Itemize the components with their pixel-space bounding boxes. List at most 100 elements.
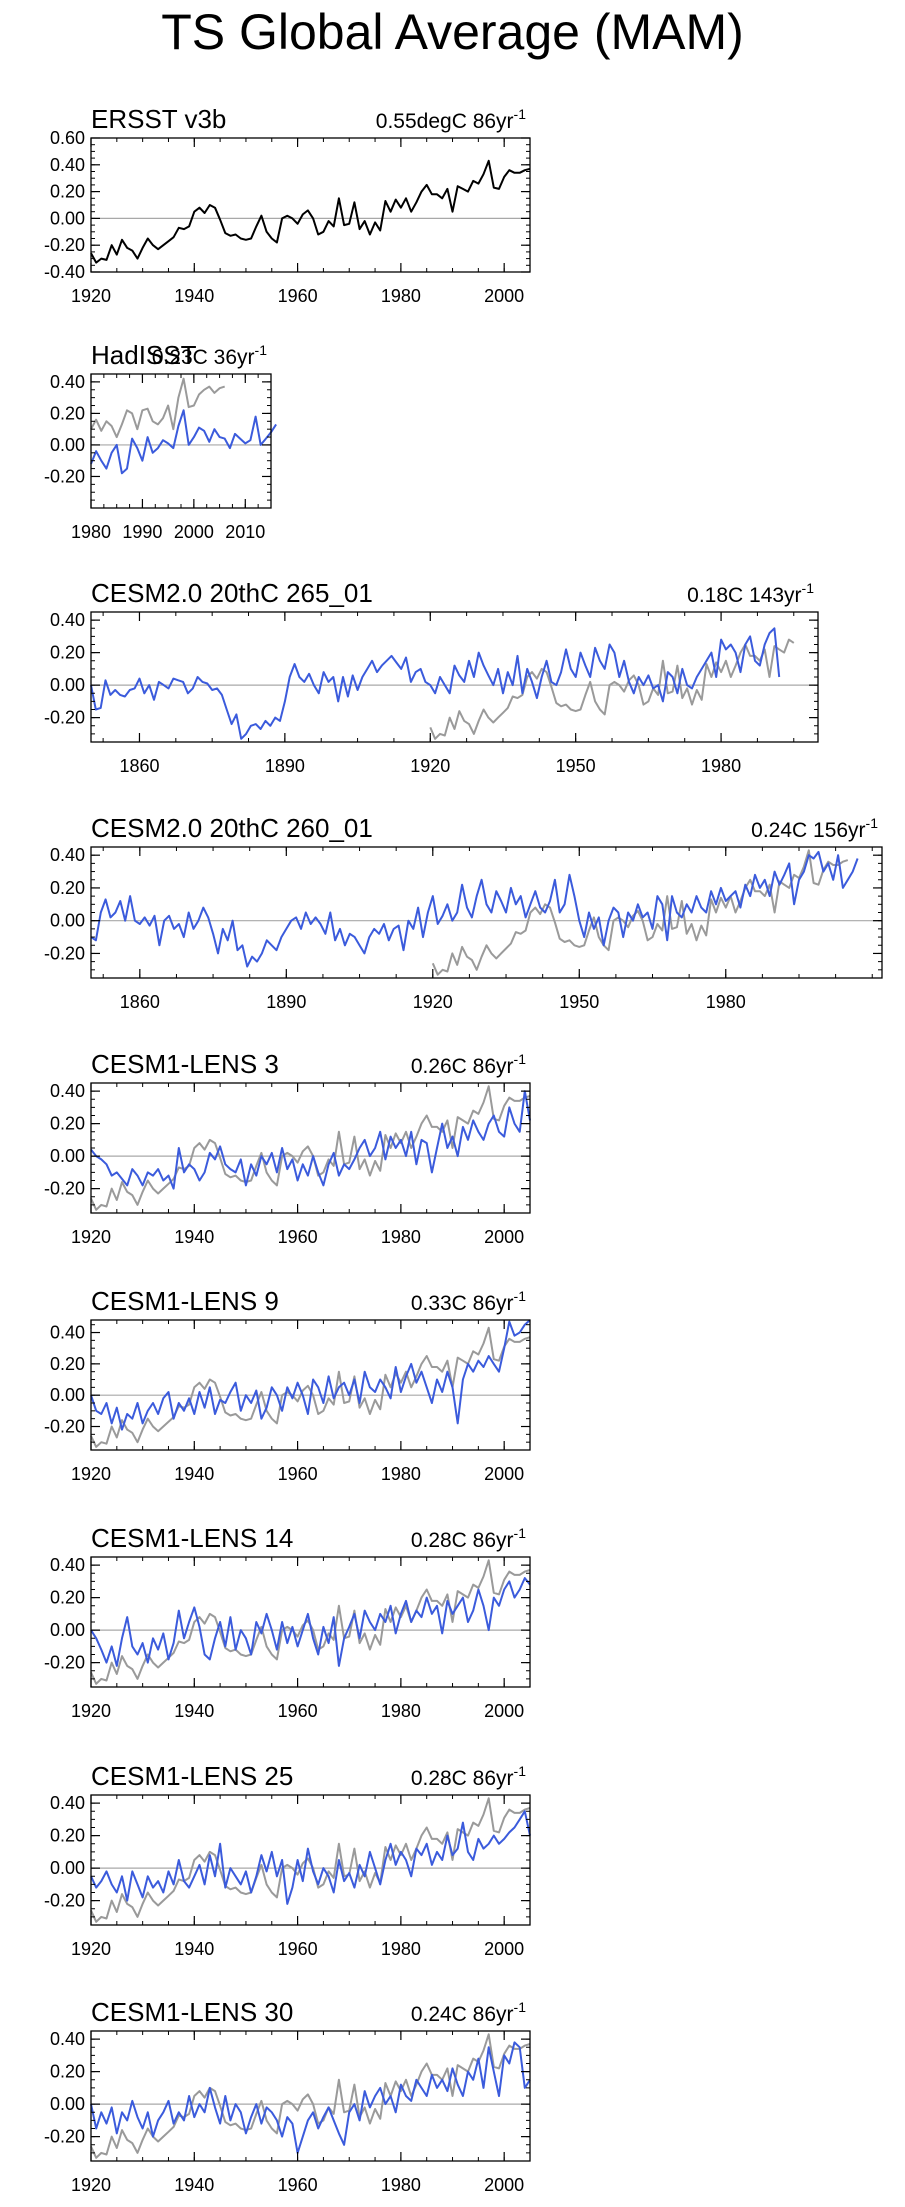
chart-panel-1: ERSST v3b 0.55degC 86yr-1 -0.40 -0.20 0.00 0.… (44, 104, 531, 306)
y-tick-label: -0.20 (44, 1891, 85, 1911)
page-title: TS Global Average (MAM) (161, 4, 744, 60)
x-tick-label: 1920 (71, 1701, 111, 1721)
series-line-model (90, 409, 277, 475)
x-tick-label: 2000 (484, 1227, 524, 1247)
y-tick-label: 0.20 (50, 1354, 85, 1374)
x-tick-label: 1940 (174, 286, 214, 306)
x-tick-label: 1980 (381, 1227, 421, 1247)
x-tick-label: 1890 (265, 756, 305, 776)
y-tick-label: 0.20 (50, 643, 85, 663)
series-line-observed (431, 849, 849, 976)
series-line-single (90, 159, 531, 264)
y-tick-label: 0.20 (50, 878, 85, 898)
x-tick-label: 2010 (225, 522, 265, 542)
y-tick-label: 0.00 (50, 911, 85, 931)
y-tick-label: -0.20 (44, 235, 85, 255)
y-tick-label: -0.20 (44, 1179, 85, 1199)
y-tick-label: 0.40 (50, 1323, 85, 1343)
x-tick-label: 1960 (278, 1701, 318, 1721)
x-tick-label: 1980 (381, 1464, 421, 1484)
y-tick-label: -0.20 (44, 1653, 85, 1673)
x-tick-label: 1980 (381, 1939, 421, 1959)
y-tick-label: -0.20 (44, 708, 85, 728)
y-tick-label: -0.20 (44, 1417, 85, 1437)
series-line-observed (429, 638, 795, 740)
x-tick-label: 1980 (381, 286, 421, 306)
y-tick-label: 0.20 (50, 1114, 85, 1134)
y-tick-label: 0.20 (50, 1826, 85, 1846)
y-tick-label: 0.20 (50, 1588, 85, 1608)
x-tick-label: 2000 (484, 1464, 524, 1484)
x-tick-label: 1940 (174, 1939, 214, 1959)
y-tick-label: 0.20 (50, 182, 85, 202)
y-tick-label: 0.20 (50, 2062, 85, 2082)
y-tick-label: 0.40 (50, 155, 85, 175)
y-tick-label: 0.00 (50, 2094, 85, 2114)
trend-label: 0.23C 36yr-1 (152, 342, 267, 369)
trend-label: 0.28C 86yr-1 (411, 1525, 526, 1552)
chart-panel-8: CESM1-LENS 25 0.28C 86yr-1 -0.20 0.00 0.20 0.… (44, 1761, 531, 1959)
panel-title: ERSST v3b (91, 104, 226, 134)
y-tick-label: 0.00 (50, 1858, 85, 1878)
x-tick-label: 1980 (381, 1701, 421, 1721)
y-tick-label: 0.40 (50, 1793, 85, 1813)
chart-panel-7: CESM1-LENS 14 0.28C 86yr-1 -0.20 0.00 0.20 0.… (44, 1523, 531, 1721)
chart-panel-5: CESM1-LENS 3 0.26C 86yr-1 -0.20 0.00 0.20 0.4… (44, 1049, 531, 1247)
y-tick-label: 0.20 (50, 403, 85, 423)
x-tick-label: 1980 (701, 756, 741, 776)
series-line-observed (90, 377, 225, 439)
x-tick-label: 1980 (71, 522, 111, 542)
chart-panel-9: CESM1-LENS 30 0.24C 86yr-1 -0.20 0.00 0.20 0.… (44, 1997, 531, 2195)
panel-title: CESM1-LENS 3 (91, 1049, 279, 1079)
y-tick-label: 0.00 (50, 1620, 85, 1640)
y-tick-label: 0.40 (50, 1081, 85, 1101)
trend-label: 0.28C 86yr-1 (411, 1763, 526, 1790)
x-tick-label: 1920 (413, 992, 453, 1012)
y-tick-label: 0.00 (50, 1385, 85, 1405)
x-tick-label: 1960 (278, 286, 318, 306)
y-tick-label: -0.20 (44, 943, 85, 963)
x-tick-label: 1920 (71, 1464, 111, 1484)
x-tick-label: 1940 (174, 2175, 214, 2195)
trend-label: 0.24C 156yr-1 (751, 815, 878, 842)
chart-panel-6: CESM1-LENS 9 0.33C 86yr-1 -0.20 0.00 0.20 0.4… (44, 1286, 531, 1484)
x-tick-label: 1960 (278, 1227, 318, 1247)
plot-frame (90, 611, 819, 743)
y-tick-label: 0.00 (50, 435, 85, 455)
series-line-model (90, 1577, 531, 1667)
x-tick-label: 1860 (120, 992, 160, 1012)
trend-label: 0.33C 86yr-1 (411, 1288, 526, 1315)
series-line-observed (90, 1085, 531, 1211)
chart-panel-3: CESM2.0 20thC 265_01 0.18C 143yr-1 -0.20 0.… (44, 578, 819, 776)
plot-frame (90, 1319, 531, 1451)
x-tick-label: 2000 (484, 2175, 524, 2195)
panel-title: HadISST (91, 340, 197, 370)
x-tick-label: 1960 (278, 2175, 318, 2195)
series-line-observed (90, 2033, 531, 2159)
x-tick-label: 1920 (410, 756, 450, 776)
series-line-model (90, 1810, 531, 1905)
x-tick-label: 1920 (71, 286, 111, 306)
panel-title: CESM1-LENS 25 (91, 1761, 293, 1791)
panel-title: CESM2.0 20thC 265_01 (91, 578, 373, 608)
y-tick-label: -0.20 (44, 2127, 85, 2147)
trend-label: 0.26C 86yr-1 (411, 1051, 526, 1078)
x-tick-label: 1920 (71, 1939, 111, 1959)
plot-frame (90, 846, 883, 979)
y-tick-label: 0.40 (50, 2029, 85, 2049)
x-tick-label: 1950 (559, 992, 599, 1012)
series-line-model (90, 627, 781, 740)
x-tick-label: 2000 (484, 1701, 524, 1721)
y-tick-label: 0.40 (50, 610, 85, 630)
series-line-model (90, 2041, 531, 2154)
x-tick-label: 2000 (484, 1939, 524, 1959)
plot-frame (90, 137, 531, 273)
y-tick-label: 0.60 (50, 128, 85, 148)
x-tick-label: 1980 (706, 992, 746, 1012)
x-tick-label: 2000 (174, 522, 214, 542)
x-tick-label: 1990 (122, 522, 162, 542)
x-tick-label: 1920 (71, 1227, 111, 1247)
x-tick-label: 1960 (278, 1939, 318, 1959)
y-tick-label: 0.40 (50, 372, 85, 392)
